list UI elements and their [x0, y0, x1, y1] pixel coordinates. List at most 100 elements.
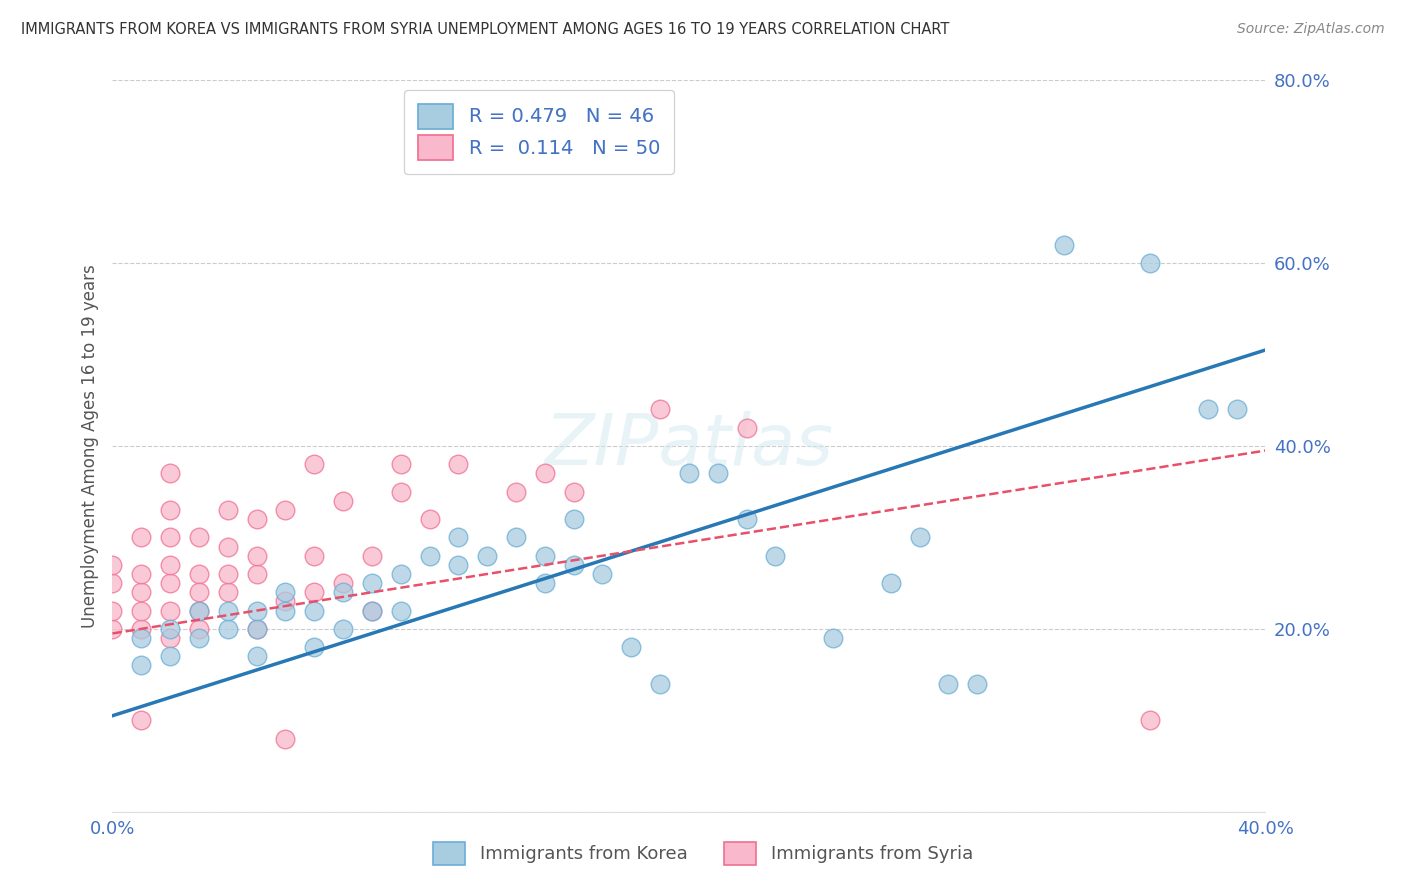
Text: ZIPatlas: ZIPatlas	[544, 411, 834, 481]
Point	[101, 558, 124, 572]
Point	[246, 622, 269, 636]
Point	[447, 558, 470, 572]
Point	[217, 622, 239, 636]
Point	[735, 421, 758, 435]
Point	[304, 603, 326, 617]
Point	[389, 603, 412, 617]
Point	[129, 530, 153, 544]
Point	[129, 658, 153, 673]
Point	[332, 585, 354, 599]
Point	[304, 585, 326, 599]
Point	[246, 549, 269, 563]
Point	[765, 549, 787, 563]
Point	[188, 603, 211, 617]
Point	[159, 467, 181, 481]
Point	[274, 503, 297, 517]
Point	[707, 467, 730, 481]
Point	[360, 603, 382, 617]
Point	[101, 622, 124, 636]
Point	[447, 530, 470, 544]
Legend: Immigrants from Korea, Immigrants from Syria: Immigrants from Korea, Immigrants from S…	[425, 833, 981, 874]
Point	[505, 530, 527, 544]
Point	[880, 576, 903, 591]
Point	[274, 585, 297, 599]
Point	[562, 484, 585, 499]
Point	[534, 576, 557, 591]
Point	[246, 622, 269, 636]
Point	[101, 603, 124, 617]
Point	[188, 631, 211, 645]
Point	[360, 549, 382, 563]
Point	[246, 567, 269, 582]
Legend: R = 0.479   N = 46, R =  0.114   N = 50: R = 0.479 N = 46, R = 0.114 N = 50	[405, 90, 673, 174]
Point	[389, 567, 412, 582]
Point	[821, 631, 844, 645]
Point	[304, 549, 326, 563]
Point	[188, 585, 211, 599]
Y-axis label: Unemployment Among Ages 16 to 19 years: Unemployment Among Ages 16 to 19 years	[80, 264, 98, 628]
Point	[304, 457, 326, 471]
Point	[562, 558, 585, 572]
Point	[389, 457, 412, 471]
Point	[188, 603, 211, 617]
Point	[1053, 238, 1076, 252]
Point	[159, 558, 181, 572]
Point	[1139, 256, 1161, 270]
Point	[332, 494, 354, 508]
Point	[274, 731, 297, 746]
Point	[129, 603, 153, 617]
Point	[159, 631, 181, 645]
Point	[620, 640, 643, 655]
Point	[650, 402, 672, 417]
Point	[217, 503, 239, 517]
Point	[129, 631, 153, 645]
Point	[1226, 402, 1249, 417]
Point	[360, 603, 382, 617]
Point	[159, 503, 181, 517]
Point	[159, 622, 181, 636]
Point	[332, 622, 354, 636]
Point	[562, 512, 585, 526]
Point	[505, 484, 527, 499]
Point	[274, 603, 297, 617]
Text: IMMIGRANTS FROM KOREA VS IMMIGRANTS FROM SYRIA UNEMPLOYMENT AMONG AGES 16 TO 19 : IMMIGRANTS FROM KOREA VS IMMIGRANTS FROM…	[21, 22, 949, 37]
Point	[678, 467, 700, 481]
Point	[274, 594, 297, 608]
Point	[217, 567, 239, 582]
Point	[159, 649, 181, 664]
Point	[304, 640, 326, 655]
Point	[1139, 714, 1161, 728]
Point	[447, 457, 470, 471]
Point	[217, 585, 239, 599]
Point	[966, 676, 988, 690]
Point	[650, 676, 672, 690]
Point	[217, 603, 239, 617]
Point	[159, 576, 181, 591]
Point	[246, 649, 269, 664]
Point	[1197, 402, 1219, 417]
Point	[246, 512, 269, 526]
Point	[735, 512, 758, 526]
Point	[936, 676, 959, 690]
Point	[360, 576, 382, 591]
Point	[159, 530, 181, 544]
Point	[534, 549, 557, 563]
Point	[217, 540, 239, 554]
Point	[188, 567, 211, 582]
Point	[188, 530, 211, 544]
Text: Source: ZipAtlas.com: Source: ZipAtlas.com	[1237, 22, 1385, 37]
Point	[475, 549, 499, 563]
Point	[908, 530, 931, 544]
Point	[246, 603, 269, 617]
Point	[389, 484, 412, 499]
Point	[419, 549, 441, 563]
Point	[188, 622, 211, 636]
Point	[592, 567, 614, 582]
Point	[534, 467, 557, 481]
Point	[419, 512, 441, 526]
Point	[129, 714, 153, 728]
Point	[129, 567, 153, 582]
Point	[159, 603, 181, 617]
Point	[129, 585, 153, 599]
Point	[101, 576, 124, 591]
